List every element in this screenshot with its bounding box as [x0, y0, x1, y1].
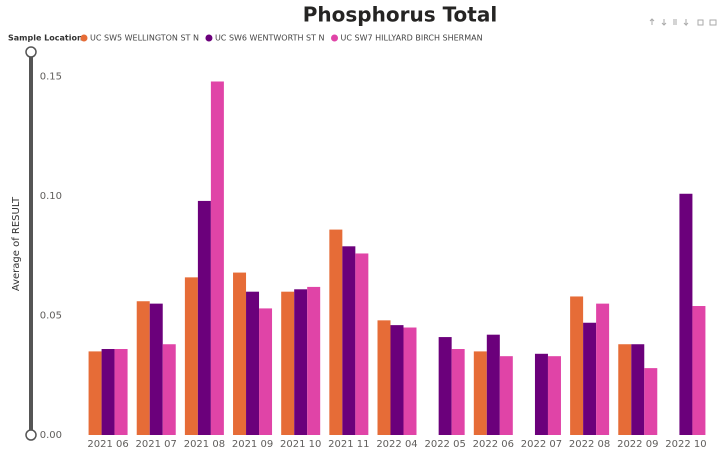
bar — [570, 296, 584, 435]
bar — [596, 303, 610, 435]
bar — [438, 337, 452, 435]
range-slider[interactable] — [25, 46, 37, 441]
legend-title: Sample Location — [8, 34, 83, 43]
x-tick-label: 2022 10 — [665, 439, 706, 450]
header-icons[interactable] — [649, 18, 717, 27]
bar — [499, 356, 513, 435]
bar — [377, 320, 391, 435]
bar — [547, 356, 561, 435]
bar — [162, 344, 176, 435]
bar — [644, 368, 658, 435]
bar — [114, 349, 128, 435]
bar — [473, 351, 487, 435]
x-tick-label: 2022 07 — [521, 439, 562, 450]
x-tick-label: 2022 06 — [473, 439, 514, 450]
bar — [534, 353, 548, 435]
legend-marker — [331, 34, 339, 42]
y-tick-label: 0.00 — [40, 430, 62, 441]
y-tick-label: 0.05 — [40, 311, 62, 322]
x-tick-label: 2021 09 — [232, 439, 273, 450]
x-tick-label: 2021 10 — [280, 439, 321, 450]
bar — [355, 253, 369, 435]
x-tick-label: 2021 07 — [136, 439, 177, 450]
bar — [197, 200, 211, 435]
y-axis-label: Average of RESULT — [11, 196, 22, 291]
x-tick-label: 2022 05 — [424, 439, 465, 450]
bar — [390, 325, 404, 435]
legend-marker — [80, 34, 88, 42]
legend-marker — [205, 34, 213, 42]
bar — [246, 291, 260, 435]
bar — [342, 246, 356, 435]
bar — [583, 322, 597, 435]
chart-title: Phosphorus Total — [303, 3, 497, 27]
bar — [403, 327, 417, 435]
bar — [329, 229, 343, 435]
legend-label: UC SW6 WENTWORTH ST N — [215, 34, 325, 43]
x-tick-label: 2021 06 — [87, 439, 128, 450]
bar — [101, 349, 115, 435]
bar — [618, 344, 632, 435]
bar — [294, 289, 308, 435]
y-tick-label: 0.15 — [40, 72, 62, 83]
bar — [679, 193, 693, 435]
bar — [259, 308, 273, 435]
bar — [307, 286, 321, 435]
bar — [281, 291, 295, 435]
bar — [210, 81, 224, 435]
y-tick-label: 0.10 — [40, 191, 62, 202]
bar — [88, 351, 102, 435]
bar — [692, 306, 706, 435]
x-tick-label: 2021 08 — [184, 439, 225, 450]
bar — [451, 349, 465, 435]
bar — [233, 272, 247, 435]
x-tick-label: 2022 08 — [569, 439, 610, 450]
bar — [136, 301, 150, 435]
x-tick-label: 2021 11 — [328, 439, 369, 450]
legend-label: UC SW5 WELLINGTON ST N — [90, 34, 199, 43]
bar — [631, 344, 645, 435]
bar — [149, 303, 163, 435]
bar — [184, 277, 198, 435]
legend-label: UC SW7 HILLYARD BIRCH SHERMAN — [341, 34, 483, 43]
x-tick-label: 2022 04 — [376, 439, 417, 450]
bar — [486, 334, 500, 435]
x-tick-label: 2022 09 — [617, 439, 658, 450]
